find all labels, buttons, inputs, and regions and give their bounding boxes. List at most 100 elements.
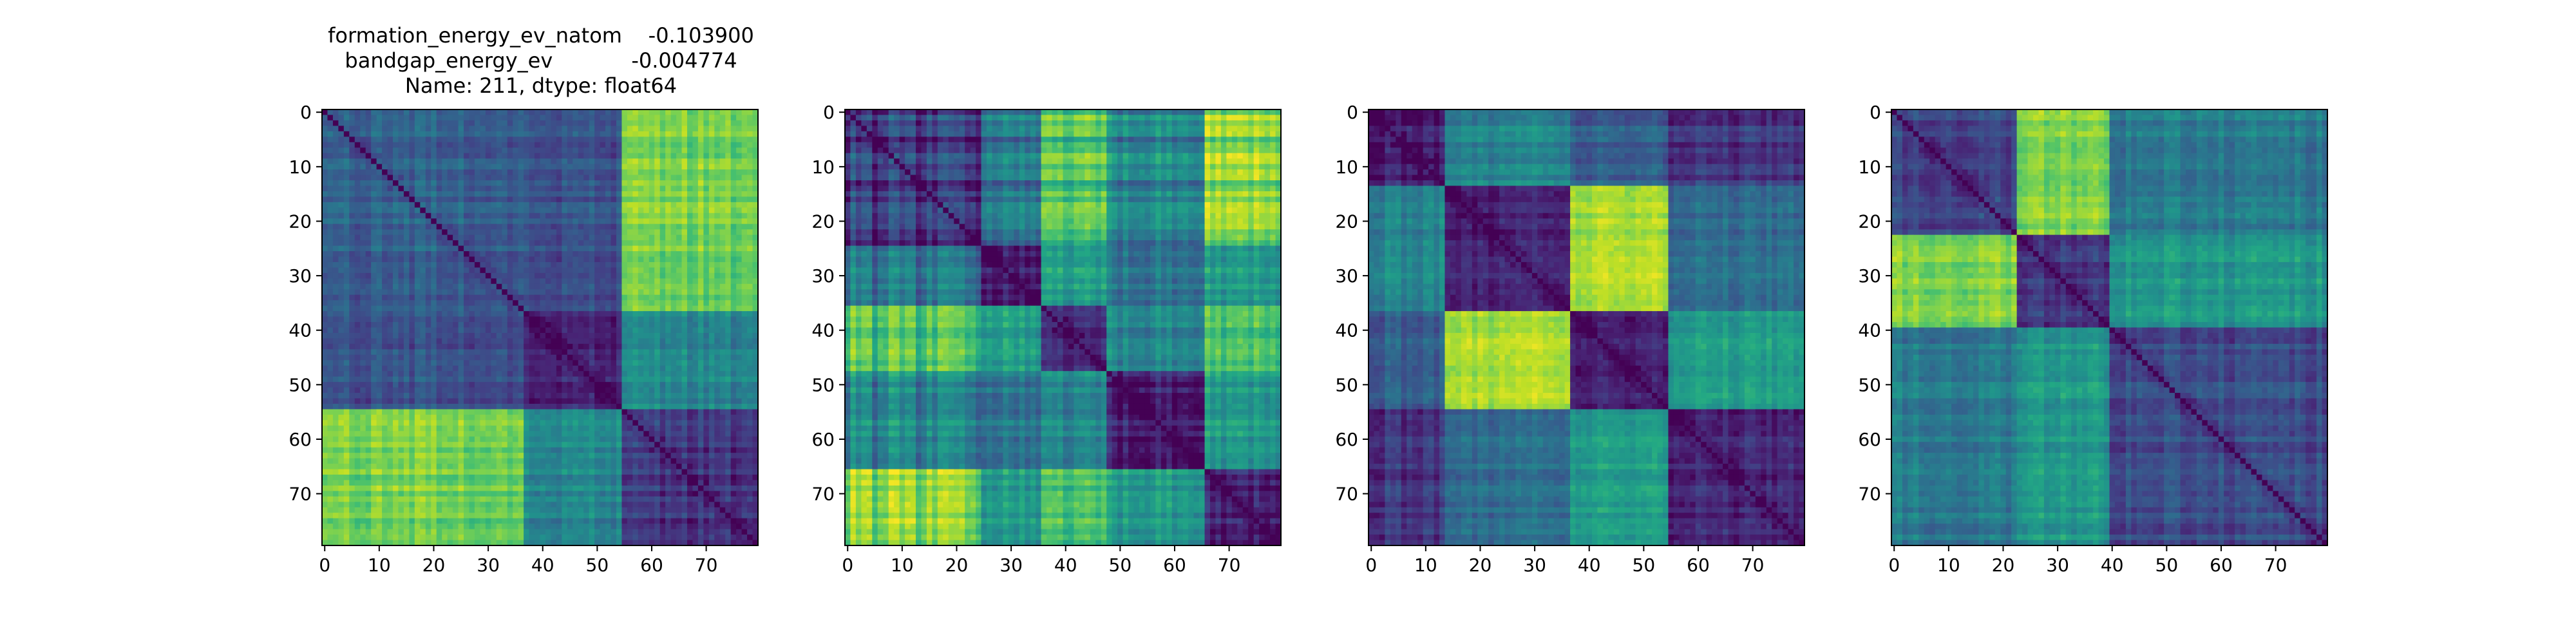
heatmap-cell	[398, 115, 404, 120]
heatmap-cell	[709, 180, 715, 186]
heatmap-cell	[333, 404, 339, 410]
heatmap-cell	[643, 404, 649, 410]
heatmap-cell	[627, 382, 633, 388]
heatmap-cell	[676, 437, 682, 442]
heatmap-cell	[747, 164, 753, 170]
heatmap-cell	[388, 322, 393, 328]
heatmap-cell	[415, 344, 421, 350]
heatmap-cell	[475, 338, 480, 344]
heatmap-cell	[459, 153, 464, 159]
heatmap-cell	[562, 311, 567, 317]
heatmap-cell	[671, 213, 677, 219]
heatmap-cell	[665, 382, 671, 388]
heatmap-cell	[377, 137, 383, 142]
heatmap-cell	[578, 153, 584, 159]
heatmap-cell	[398, 382, 404, 388]
heatmap-cell	[497, 196, 502, 202]
heatmap-cell	[725, 115, 731, 120]
heatmap-cell	[355, 273, 361, 279]
heatmap-cell	[545, 437, 551, 442]
heatmap-cell	[682, 344, 688, 350]
heatmap-cell	[616, 262, 622, 268]
heatmap-cell	[355, 229, 361, 235]
heatmap-cell	[654, 371, 660, 377]
heatmap-cell	[453, 218, 459, 224]
heatmap-cell	[747, 431, 753, 437]
heatmap-cell	[327, 284, 333, 290]
heatmap-cell	[349, 448, 355, 453]
heatmap-cell	[388, 120, 393, 126]
heatmap-cell	[611, 409, 617, 415]
heatmap-cell	[513, 126, 518, 131]
heatmap-cell	[333, 137, 339, 142]
heatmap-cell	[513, 142, 518, 148]
heatmap-cell	[731, 180, 737, 186]
heatmap-cell	[524, 202, 529, 208]
heatmap-cell	[355, 169, 361, 175]
heatmap-cell	[497, 404, 502, 410]
heatmap-cell	[404, 202, 410, 208]
heatmap-cell	[469, 142, 475, 148]
heatmap-cell	[665, 235, 671, 241]
heatmap-cell	[742, 213, 748, 219]
heatmap-cell	[497, 399, 502, 404]
heatmap-cell	[535, 333, 540, 339]
heatmap-cell	[497, 147, 502, 153]
heatmap-cell	[464, 420, 469, 426]
heatmap-cell	[448, 289, 453, 295]
heatmap-cell	[529, 409, 535, 415]
heatmap-cell	[404, 360, 410, 366]
heatmap-cell	[426, 153, 431, 159]
heatmap-cell	[698, 218, 704, 224]
heatmap-cell	[366, 164, 372, 170]
heatmap-cell	[682, 360, 688, 366]
heatmap-cell	[589, 300, 595, 306]
heatmap-cell	[442, 191, 448, 197]
heatmap-cell	[507, 328, 513, 334]
heatmap-cell	[371, 377, 377, 383]
heatmap-cell	[491, 153, 497, 159]
heatmap-cell	[404, 289, 410, 295]
heatmap-cell	[665, 115, 671, 120]
heatmap-cell	[404, 147, 410, 153]
heatmap-cell	[398, 273, 404, 279]
heatmap-cell	[665, 131, 671, 137]
heatmap-cell	[377, 338, 383, 344]
heatmap-cell	[344, 251, 350, 257]
heatmap-cell	[594, 431, 600, 437]
heatmap-cells	[322, 109, 759, 546]
heatmap-cell	[692, 306, 698, 312]
heatmap-cell	[725, 147, 731, 153]
heatmap-cell	[382, 185, 388, 191]
heatmap-cell	[698, 349, 704, 355]
heatmap-cell	[714, 137, 720, 142]
heatmap-cell	[605, 431, 611, 437]
heatmap-cell	[388, 317, 393, 323]
heatmap-cell	[366, 218, 372, 224]
heatmap-cell	[742, 355, 748, 361]
heatmap-cell	[583, 126, 589, 131]
heatmap-cell	[377, 360, 383, 366]
heatmap-cell	[420, 109, 426, 115]
heatmap-cell	[692, 284, 698, 290]
heatmap-cell	[687, 246, 693, 252]
heatmap-cell	[535, 295, 540, 301]
heatmap-cell	[736, 393, 742, 399]
heatmap-cell	[415, 267, 421, 273]
heatmap-cell	[703, 360, 709, 366]
heatmap-cell	[747, 289, 753, 295]
heatmap-cell	[404, 169, 410, 175]
heatmap-cell	[371, 147, 377, 153]
heatmap-cell	[371, 328, 377, 334]
heatmap-cell	[393, 262, 399, 268]
heatmap-cell	[638, 224, 644, 230]
heatmap-cell	[453, 213, 459, 219]
heatmap-cell	[589, 207, 595, 213]
heatmap-cell	[589, 278, 595, 284]
heatmap-cell	[736, 164, 742, 170]
heatmap-cell	[649, 235, 655, 241]
heatmap-cell	[431, 175, 437, 181]
heatmap-cell	[725, 328, 731, 334]
heatmap-cell	[388, 185, 393, 191]
heatmap-cell	[671, 322, 677, 328]
